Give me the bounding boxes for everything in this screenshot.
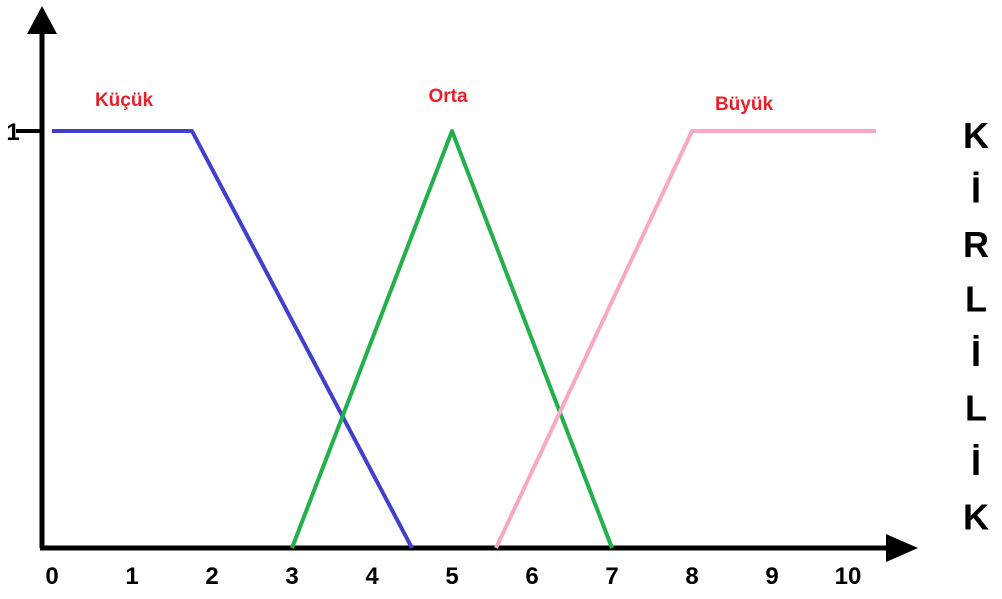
x-tick-label: 9	[765, 563, 778, 590]
x-tick-label: 5	[445, 563, 458, 590]
x-tick-label: 10	[835, 563, 862, 590]
tick-labels: 0 1 2 3 4 5 6 7 8 9 10 1	[6, 119, 861, 590]
series-line-1	[290, 129, 614, 549]
series-label: Büyük	[715, 94, 774, 115]
x-tick-label: 1	[125, 563, 138, 590]
series-layer	[52, 129, 876, 549]
side-letter: R	[963, 224, 989, 265]
axes	[16, 6, 918, 562]
x-tick-label: 6	[525, 563, 538, 590]
y-axis-arrow-icon	[27, 6, 57, 34]
y-tick-label: 1	[6, 119, 19, 146]
side-letter: İ	[971, 333, 981, 374]
side-letter: L	[965, 279, 987, 320]
series-line-2	[494, 129, 876, 549]
side-letter: K	[963, 497, 989, 538]
side-letter: İ	[971, 170, 981, 211]
x-axis-arrow-icon	[886, 534, 918, 562]
x-tick-label: 7	[605, 563, 618, 590]
series-label: Küçük	[95, 90, 154, 111]
x-tick-label: 3	[285, 563, 298, 590]
x-tick-label: 8	[685, 563, 698, 590]
side-letter: K	[963, 115, 989, 156]
x-tick-label: 4	[365, 563, 379, 590]
series-label: Orta	[428, 86, 468, 107]
side-letter: İ	[971, 442, 981, 483]
series-line-0	[52, 129, 414, 549]
series-labels: Küçük Orta Büyük	[95, 86, 774, 115]
side-letter: L	[965, 388, 987, 429]
x-tick-label: 0	[45, 563, 58, 590]
x-tick-label: 2	[205, 563, 218, 590]
